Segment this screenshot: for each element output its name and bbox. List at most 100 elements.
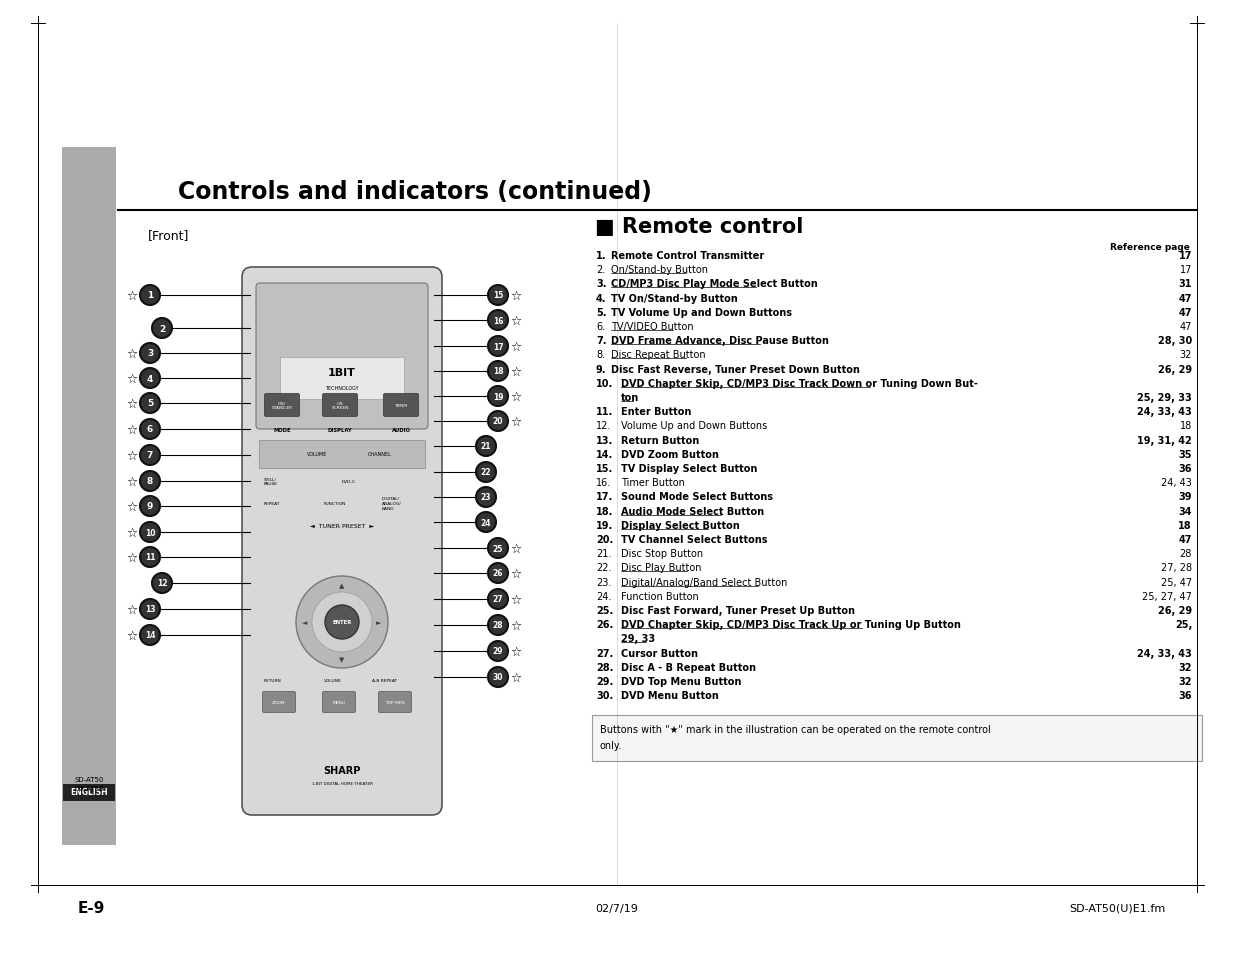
Circle shape: [488, 641, 508, 661]
Circle shape: [140, 625, 161, 645]
Text: ☆: ☆: [510, 593, 521, 606]
Text: TV On/Stand-by Button: TV On/Stand-by Button: [611, 294, 737, 303]
Text: only.: only.: [600, 740, 622, 750]
Text: Return Button: Return Button: [621, 436, 699, 445]
Text: ■ Remote control: ■ Remote control: [595, 216, 804, 236]
Text: 28.: 28.: [597, 662, 614, 672]
Text: Timer Button: Timer Button: [621, 477, 685, 488]
Text: 23.: 23.: [597, 577, 611, 587]
Circle shape: [140, 497, 161, 517]
Text: SHARP: SHARP: [324, 765, 361, 775]
Text: 35: 35: [1178, 449, 1192, 459]
Text: 32: 32: [1178, 677, 1192, 686]
Text: 7.: 7.: [597, 335, 606, 346]
Text: DVD Menu Button: DVD Menu Button: [621, 691, 719, 700]
Text: MODE: MODE: [273, 427, 290, 432]
Text: ☆: ☆: [126, 372, 137, 385]
Text: 2.: 2.: [597, 265, 605, 274]
Text: 14.: 14.: [597, 449, 614, 459]
Text: DVD Chapter Skip, CD/MP3 Disc Track Down or Tuning Down But-: DVD Chapter Skip, CD/MP3 Disc Track Down…: [621, 378, 978, 389]
Text: 24.: 24.: [597, 591, 611, 601]
Text: 28: 28: [1179, 549, 1192, 558]
Text: TV/VIDEO Button: TV/VIDEO Button: [611, 322, 694, 332]
Text: VOLUME: VOLUME: [306, 452, 327, 457]
FancyBboxPatch shape: [263, 692, 295, 713]
Text: DIGITAL/
ANALOG/
BAND: DIGITAL/ ANALOG/ BAND: [382, 497, 401, 510]
Bar: [63, 784, 115, 801]
Text: ☆: ☆: [126, 423, 137, 436]
Text: Enter Button: Enter Button: [621, 407, 692, 416]
Text: ☆: ☆: [510, 618, 521, 632]
Circle shape: [488, 589, 508, 609]
Text: ton: ton: [621, 393, 640, 402]
Text: 25, 47: 25, 47: [1161, 577, 1192, 587]
Text: 28: 28: [493, 620, 504, 630]
Circle shape: [488, 311, 508, 331]
Text: 7: 7: [147, 451, 153, 460]
Text: 10.: 10.: [597, 378, 614, 389]
Circle shape: [140, 394, 161, 414]
FancyBboxPatch shape: [322, 395, 357, 417]
Text: 29, 33: 29, 33: [621, 634, 655, 643]
Text: ☆: ☆: [510, 671, 521, 684]
Text: DVD Frame Advance, Disc Pause Button: DVD Frame Advance, Disc Pause Button: [611, 335, 829, 346]
Text: 5.: 5.: [597, 308, 606, 317]
Text: Disc Stop Button: Disc Stop Button: [621, 549, 703, 558]
Text: RETURN: RETURN: [264, 679, 282, 682]
Text: TECHNOLOGY: TECHNOLOGY: [325, 386, 359, 391]
Text: ►: ►: [377, 619, 382, 625]
Text: 32: 32: [1178, 662, 1192, 672]
Text: 32: 32: [1179, 350, 1192, 360]
Text: VOLUME: VOLUME: [324, 679, 342, 682]
Circle shape: [475, 488, 496, 507]
Text: 12: 12: [157, 578, 167, 588]
Text: ☆: ☆: [126, 551, 137, 564]
Text: ENTER: ENTER: [332, 619, 352, 625]
Text: 16: 16: [493, 316, 503, 325]
Text: 21: 21: [480, 442, 492, 451]
Text: 16.: 16.: [597, 477, 611, 488]
Text: 21.: 21.: [597, 549, 611, 558]
Text: ☆: ☆: [126, 629, 137, 641]
Text: ☆: ☆: [510, 340, 521, 354]
Text: 5: 5: [147, 399, 153, 408]
Text: 17.: 17.: [597, 492, 614, 502]
Circle shape: [325, 605, 359, 639]
Text: 31: 31: [1178, 279, 1192, 289]
Circle shape: [140, 344, 161, 364]
Text: 36: 36: [1178, 691, 1192, 700]
Text: 18.: 18.: [597, 506, 614, 517]
Text: SD-AT50(U)E1.fm: SD-AT50(U)E1.fm: [1068, 903, 1165, 913]
Text: 4: 4: [147, 375, 153, 383]
Text: TV Display Select Button: TV Display Select Button: [621, 463, 757, 474]
Text: 47: 47: [1178, 308, 1192, 317]
Text: 9.: 9.: [597, 364, 606, 375]
Text: 34: 34: [1178, 506, 1192, 517]
Text: 23: 23: [480, 493, 492, 502]
Text: E-9: E-9: [78, 901, 105, 916]
Text: 14: 14: [144, 631, 156, 639]
Text: [Front]: [Front]: [148, 230, 189, 242]
Text: On/Stand-by Button: On/Stand-by Button: [611, 265, 708, 274]
Text: 19: 19: [493, 392, 503, 401]
Text: 24, 43: 24, 43: [1161, 477, 1192, 488]
Text: STILL/
PAUSE: STILL/ PAUSE: [264, 477, 278, 486]
Text: Function Button: Function Button: [621, 591, 699, 601]
Text: 25.: 25.: [597, 605, 614, 616]
FancyBboxPatch shape: [378, 692, 411, 713]
Text: TIMER: TIMER: [394, 403, 408, 408]
FancyBboxPatch shape: [322, 692, 356, 713]
Text: DVD-C: DVD-C: [342, 479, 356, 483]
Text: 36: 36: [1178, 463, 1192, 474]
Circle shape: [475, 513, 496, 533]
Text: Disc Fast Forward, Tuner Preset Up Button: Disc Fast Forward, Tuner Preset Up Butto…: [621, 605, 855, 616]
Text: 24, 33, 43: 24, 33, 43: [1137, 407, 1192, 416]
Text: Controls and indicators (continued): Controls and indicators (continued): [178, 180, 652, 204]
Text: AUDIO: AUDIO: [391, 427, 410, 432]
Text: Volume Up and Down Buttons: Volume Up and Down Buttons: [621, 421, 767, 431]
Text: 1.: 1.: [597, 251, 606, 261]
Text: 17: 17: [493, 342, 504, 351]
Text: 02/7/19: 02/7/19: [595, 903, 638, 913]
Text: FUNCTION: FUNCTION: [324, 501, 346, 505]
Text: 26.: 26.: [597, 619, 614, 630]
